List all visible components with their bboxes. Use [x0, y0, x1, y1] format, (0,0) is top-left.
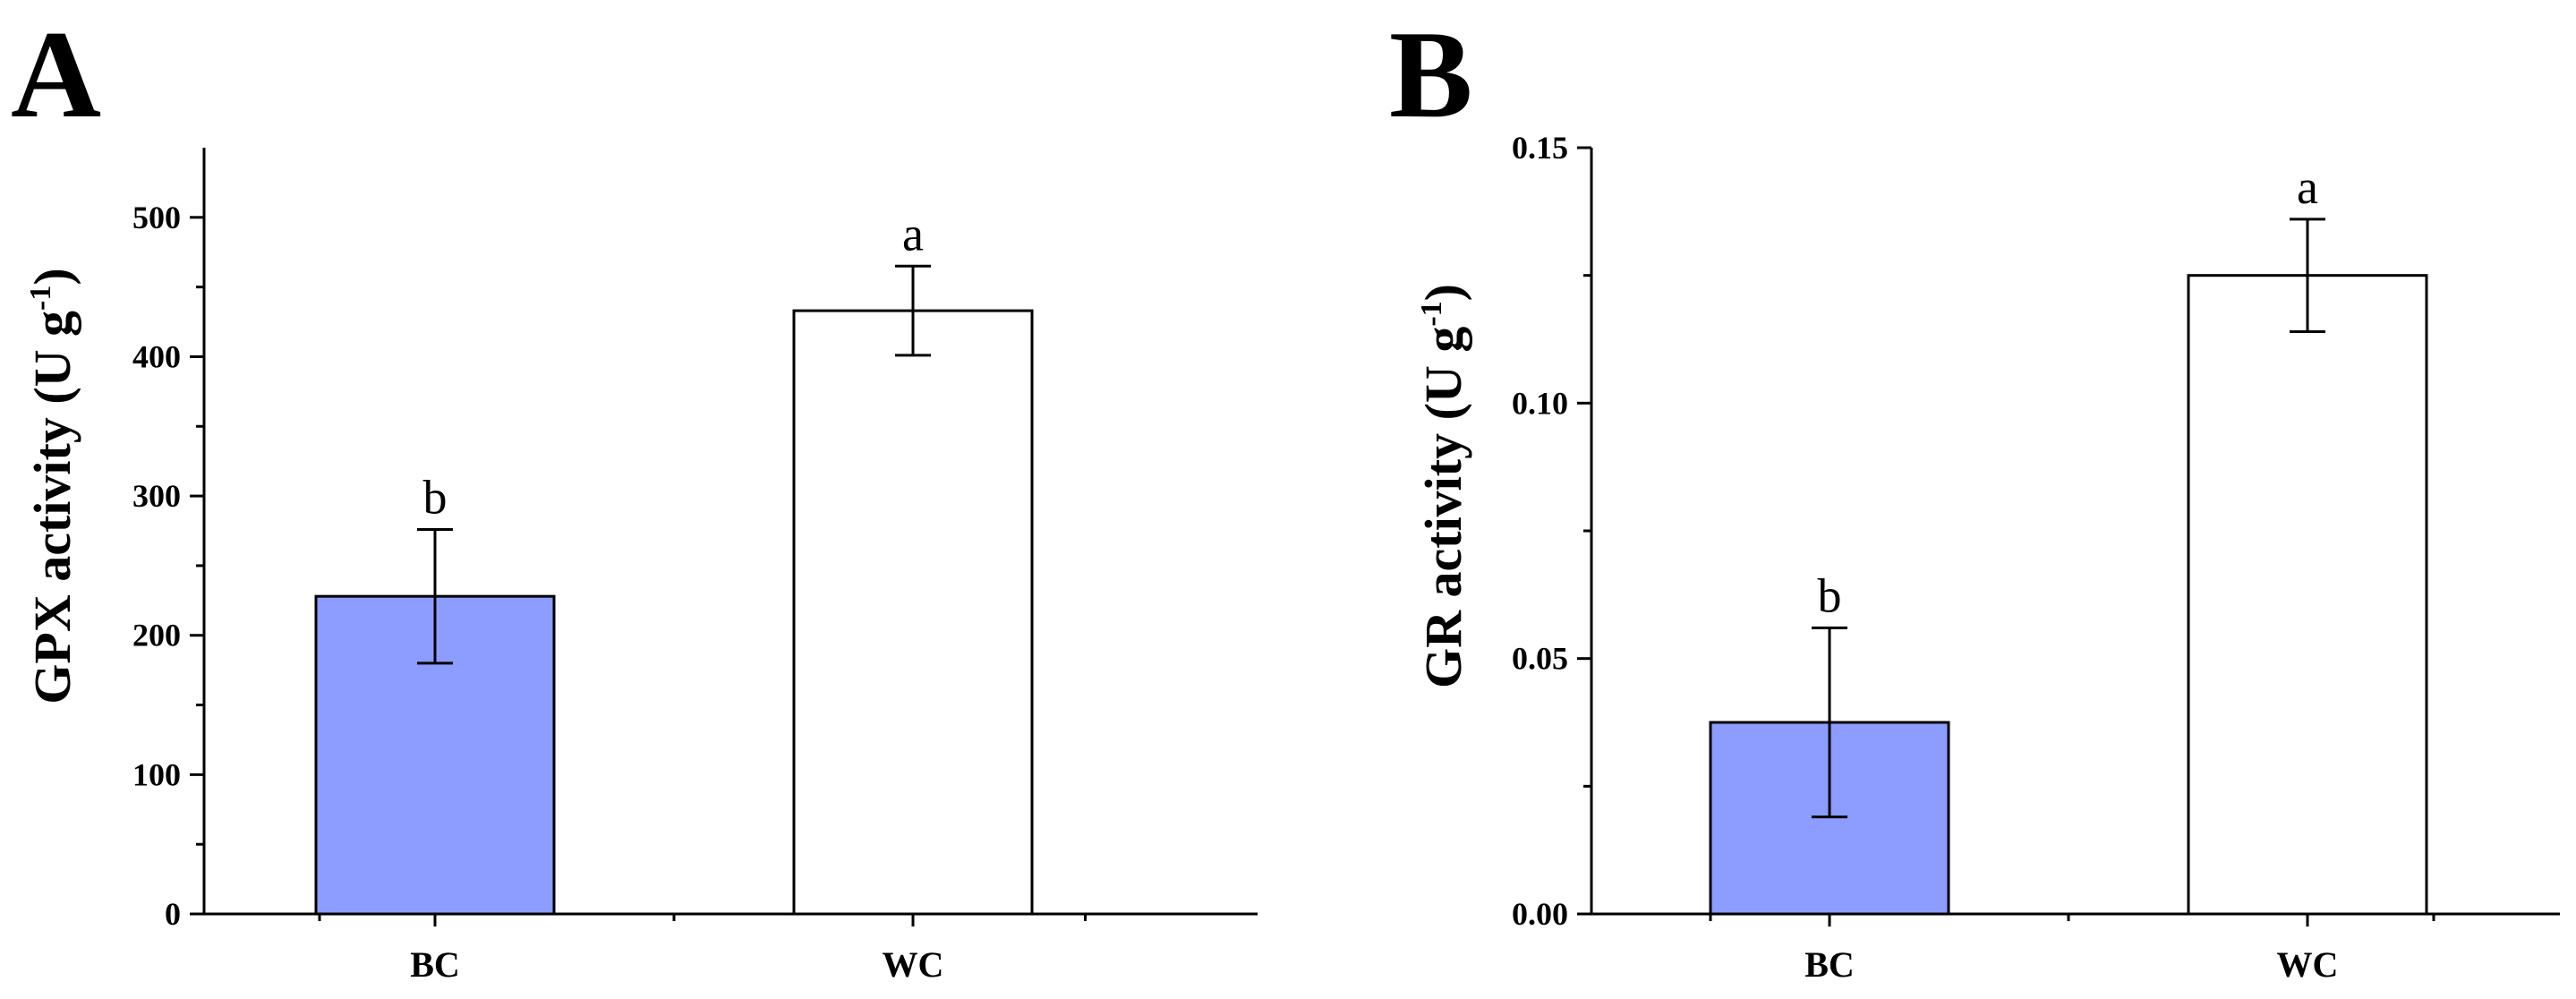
- panel-b-ylabel-sup: -1: [1415, 301, 1448, 326]
- panel-a-ylabel-suffix: ): [23, 268, 81, 285]
- panel-b-ylabel-suffix: ): [1414, 284, 1472, 301]
- panel-a-error-bar-bc: [417, 527, 453, 665]
- panel-a-y-axis-label: GPX activity (U g-1): [23, 268, 81, 704]
- svg-text:GR activity (U g-1): GR activity (U g-1): [1414, 284, 1472, 688]
- panel-b-letter: B: [1389, 5, 1472, 144]
- panel-a-y-tick-label: 500: [132, 200, 181, 235]
- panel-b-error-bar-bc: [1812, 626, 1847, 819]
- panel-a-marks: b BC a WC 0 100 200 300 400 500: [132, 148, 1258, 985]
- panel-a-ylabel-prefix: GPX activity (U g: [23, 311, 81, 704]
- panel-b-y-axis-label: GR activity (U g-1): [1414, 284, 1472, 688]
- panel-b-error-bar-wc: [2290, 218, 2325, 333]
- panel-b-significance-bc: b: [1818, 568, 1842, 622]
- panel-a-y-tick-label: 200: [132, 618, 181, 653]
- panel-a-error-bar-wc: [895, 264, 931, 357]
- panel-a-x-tick-label-wc: WC: [883, 944, 944, 985]
- panel-b-significance-wc: a: [2297, 160, 2318, 214]
- panel-a-y-tick-label: 300: [132, 478, 181, 514]
- panel-b-x-tick-label-bc: BC: [1804, 944, 1855, 985]
- panel-a-letter: A: [11, 5, 101, 144]
- panel-b-x-tick-label-wc: WC: [2277, 944, 2339, 985]
- panel-b-y-tick-label: 0.10: [1512, 385, 1568, 421]
- panel-a-significance-bc: b: [423, 470, 448, 524]
- panel-a: A GPX activity (U g-1) b BC a WC 0 100 200 300 4…: [11, 5, 1258, 985]
- svg-text:GPX activity (U g-1): GPX activity (U g-1): [23, 268, 81, 704]
- panel-a-significance-wc: a: [902, 207, 924, 260]
- panel-b-ylabel-prefix: GR activity (U g: [1414, 327, 1472, 688]
- panel-a-y-tick-label: 100: [132, 756, 181, 792]
- panel-a-x-tick-label-bc: BC: [410, 944, 460, 985]
- panel-b-y-tick-label: 0.05: [1512, 641, 1568, 677]
- panel-b-bar-wc: [2187, 274, 2428, 916]
- panel-b-y-tick-label: 0.00: [1512, 896, 1568, 932]
- panel-a-y-tick-label: 400: [132, 338, 181, 374]
- panel-a-bar-wc: [792, 309, 1034, 916]
- panel-b-y-tick-label: 0.15: [1512, 130, 1568, 166]
- panel-b: B GR activity (U g-1) b BC a WC 0.00 0.05 0.10…: [1389, 5, 2560, 985]
- panel-a-y-tick-label: 0: [165, 896, 181, 932]
- panel-b-marks: b BC a WC 0.00 0.05 0.10 0.15: [1512, 130, 2560, 985]
- panel-a-ylabel-sup: -1: [24, 286, 57, 311]
